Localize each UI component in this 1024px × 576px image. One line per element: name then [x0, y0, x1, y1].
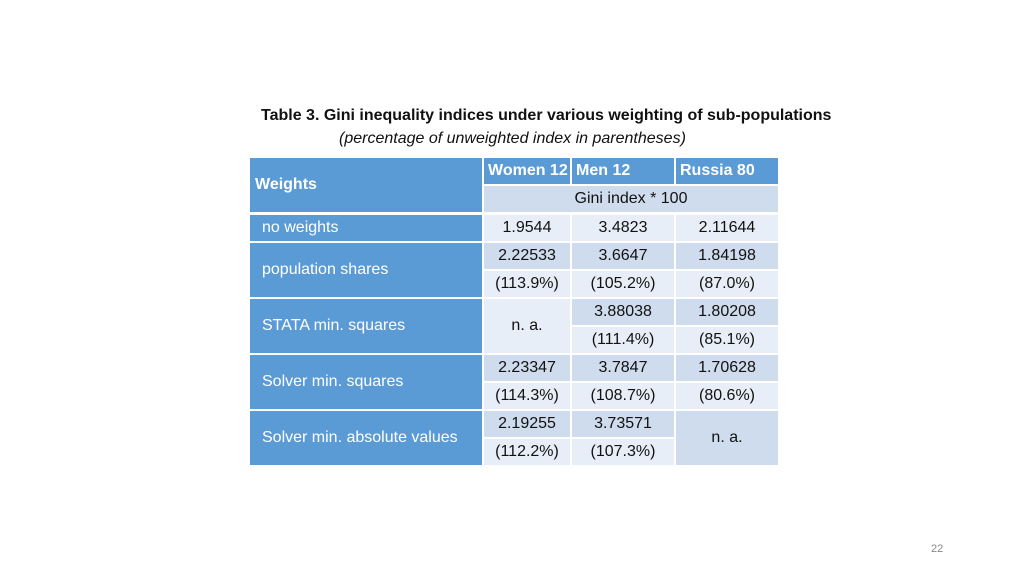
table-cell: (111.4%): [570, 325, 676, 355]
weights-header: Weights: [248, 156, 484, 215]
table-row: (114.3%) (108.7%) (80.6%): [249, 381, 780, 411]
row-label: Solver min. squares: [248, 353, 484, 411]
table-row: STATA min. squares n. a. 3.88038 1.80208: [248, 297, 780, 355]
table-cell: (80.6%): [674, 381, 780, 411]
row-label: Solver min. absolute values: [248, 409, 484, 467]
table-header-row: Weights Women 12 Men 12 Russia 80: [248, 156, 780, 215]
table-cell: (112.2%): [482, 437, 572, 467]
table-cell: (85.1%): [674, 325, 780, 355]
table-cell: 1.70628: [674, 353, 780, 383]
table-cell: 1.84198: [674, 241, 780, 271]
table-cell: 1.9544: [482, 212, 572, 243]
table-cell: (87.0%): [674, 269, 780, 299]
table-cell: 3.88038: [570, 297, 676, 327]
table-cell: 3.4823: [570, 212, 676, 243]
slide-number: 22: [931, 543, 944, 555]
table-cell: 2.23347: [482, 353, 572, 383]
table-cell: n. a.: [482, 297, 572, 355]
table-row: population shares 2.22533 3.6647 1.84198: [248, 241, 780, 299]
table-subheader-row: Gini index * 100: [249, 184, 780, 215]
gini-table: Weights Women 12 Men 12 Russia 80 Gini i…: [248, 156, 780, 467]
column-header-women: Women 12: [482, 156, 572, 186]
table-row: no weights 1.9544 3.4823 2.11644: [248, 212, 780, 243]
row-label: no weights: [248, 212, 484, 243]
table-cell: 3.73571: [570, 409, 676, 439]
table-cell: 2.22533: [482, 241, 572, 271]
table-row: (111.4%) (85.1%): [249, 325, 780, 355]
table-cell: 3.7847: [570, 353, 676, 383]
table-cell: n. a.: [674, 409, 780, 467]
column-header-russia: Russia 80: [674, 156, 780, 186]
table-cell: 3.6647: [570, 241, 676, 271]
table-row: Solver min. absolute values 2.19255 3.73…: [248, 409, 780, 467]
gini-index-caption: Gini index * 100: [482, 184, 780, 215]
table-row: (112.2%) (107.3%): [249, 437, 779, 467]
table-cell: (113.9%): [482, 269, 572, 299]
table-cell: 2.11644: [674, 212, 780, 243]
table-title: Table 3. Gini inequality indices under v…: [261, 107, 832, 124]
row-label: population shares: [248, 241, 484, 299]
table-cell: (114.3%): [482, 381, 572, 411]
table-cell: (107.3%): [570, 437, 676, 467]
table-cell: (105.2%): [570, 269, 676, 299]
row-label: STATA min. squares: [248, 297, 484, 355]
column-header-men: Men 12: [570, 156, 676, 186]
table-row: (113.9%) (105.2%) (87.0%): [249, 269, 780, 299]
table-subtitle: (percentage of unweighted index in paren…: [339, 130, 686, 147]
table-cell: 1.80208: [674, 297, 780, 327]
table-row: Solver min. squares 2.23347 3.7847 1.706…: [248, 353, 780, 411]
table-cell: 2.19255: [482, 409, 572, 439]
table-cell: (108.7%): [570, 381, 676, 411]
